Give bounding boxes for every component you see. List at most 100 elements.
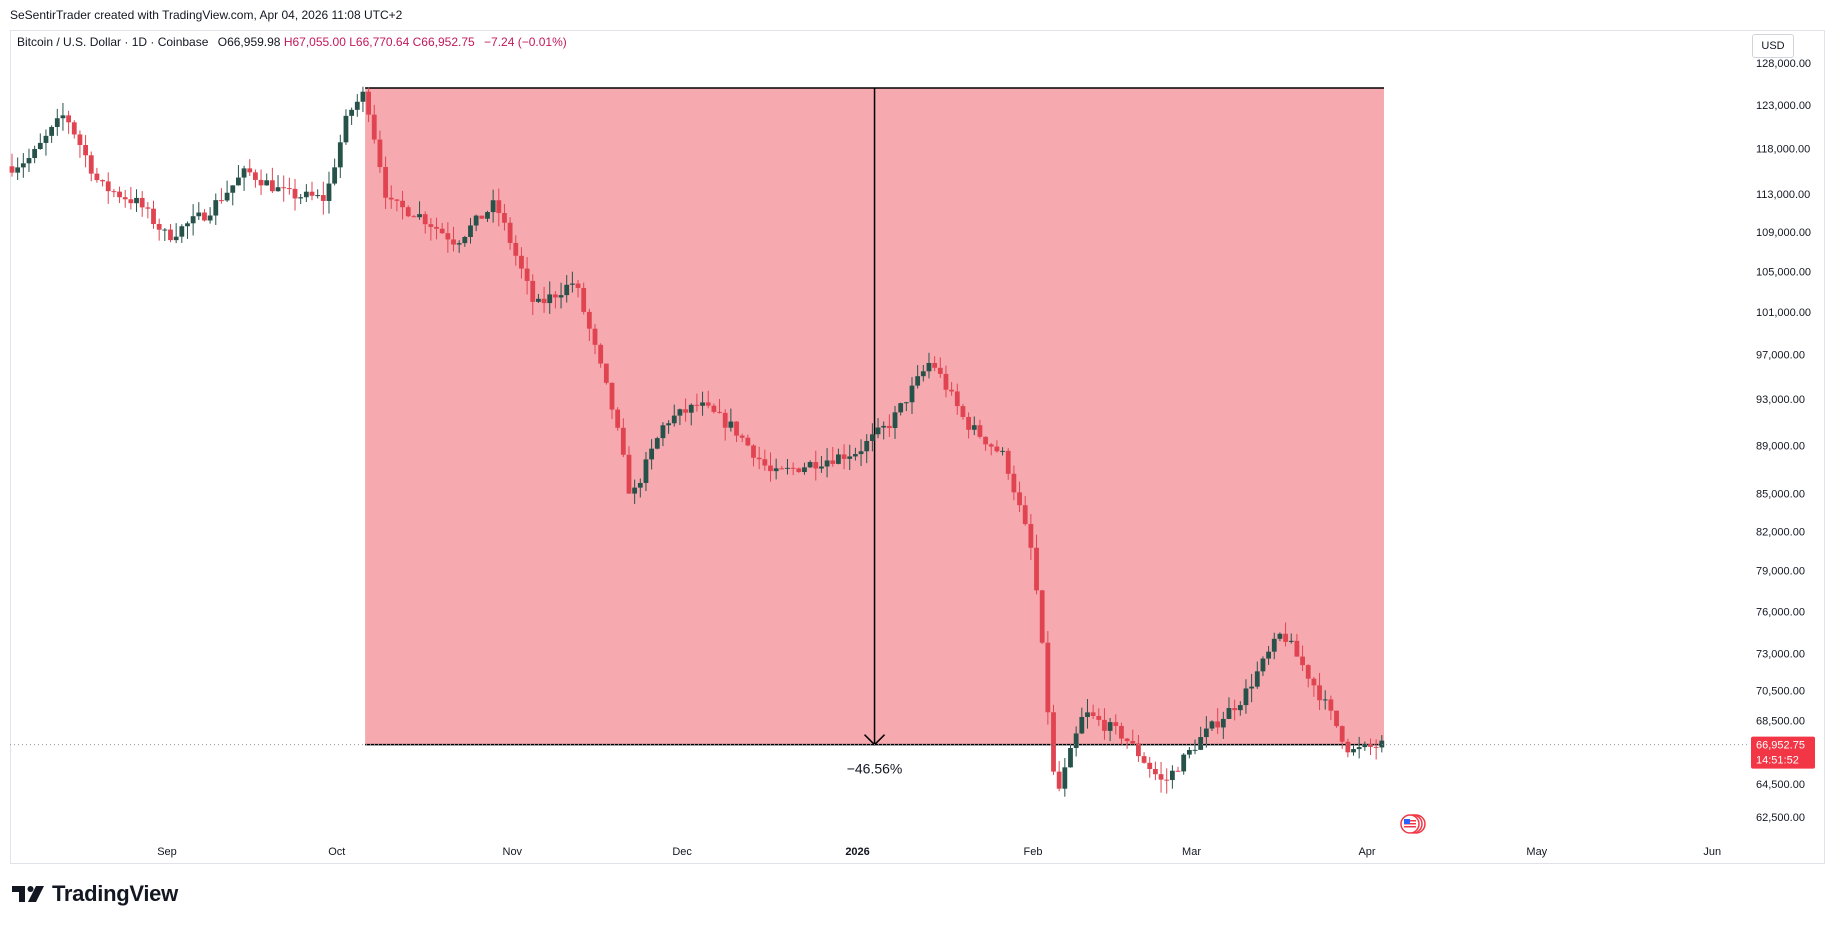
candle-body: [332, 167, 338, 184]
candle: [654, 436, 660, 450]
symbol-name[interactable]: Bitcoin / U.S. Dollar · 1D · Coinbase: [17, 35, 209, 49]
candle: [128, 186, 134, 210]
candle: [1034, 534, 1039, 595]
candle-body: [1152, 768, 1158, 775]
candle-body: [1288, 640, 1294, 642]
candle-body: [360, 91, 366, 102]
candle: [1198, 726, 1204, 751]
candle: [920, 365, 926, 382]
candle: [71, 120, 77, 139]
candle: [954, 383, 960, 415]
candle: [824, 448, 830, 478]
candle-body: [881, 425, 887, 428]
candle: [830, 446, 836, 467]
candle-body: [88, 155, 94, 174]
candle-body: [1130, 741, 1136, 744]
candle-body: [1085, 712, 1090, 717]
candle-body: [151, 208, 156, 225]
candle: [852, 447, 858, 461]
candle-body: [196, 212, 202, 217]
candle: [637, 478, 643, 498]
candle: [1356, 736, 1362, 759]
candle: [507, 217, 513, 250]
candle-body: [315, 195, 321, 197]
candle-body: [462, 236, 468, 244]
candle: [683, 398, 688, 422]
candle-body: [496, 200, 502, 214]
candle: [937, 357, 943, 378]
candle: [230, 185, 236, 206]
candle: [60, 102, 66, 131]
candle-body: [156, 224, 162, 230]
time-tick-label: Feb: [1024, 846, 1043, 858]
candle: [292, 178, 298, 211]
ohlc-change: −7.24 (−0.01%): [484, 35, 567, 49]
candle: [926, 352, 932, 379]
candle-body: [892, 412, 898, 429]
candle: [660, 422, 666, 447]
candle-body: [66, 115, 72, 123]
candle: [592, 324, 598, 355]
candle: [145, 201, 151, 219]
candle: [1254, 661, 1260, 689]
candle-body: [558, 295, 564, 298]
candle: [1028, 514, 1034, 561]
candle: [632, 479, 638, 504]
candle-body: [309, 191, 315, 196]
candle-body: [983, 436, 988, 445]
candle: [281, 175, 287, 202]
candle: [303, 184, 309, 203]
candle-body: [581, 287, 587, 312]
candle: [1203, 716, 1209, 748]
candle: [326, 171, 332, 214]
candle: [1277, 632, 1283, 642]
price-tick-label: 62,500.00: [1756, 812, 1805, 824]
candle-body: [230, 185, 236, 193]
candle: [236, 165, 241, 186]
candle: [196, 202, 202, 220]
currency-button[interactable]: USD: [1752, 34, 1794, 58]
candle: [1141, 752, 1147, 764]
candle-body: [252, 172, 258, 180]
candle-body: [1062, 767, 1068, 789]
candle-body: [275, 187, 281, 192]
candle: [269, 167, 275, 194]
candle: [1379, 735, 1385, 753]
candle: [168, 224, 173, 243]
candle: [173, 223, 179, 244]
candle: [1147, 756, 1153, 778]
candle: [207, 207, 213, 224]
candle: [1045, 631, 1051, 725]
candle-body: [343, 115, 349, 143]
candle-body: [473, 215, 479, 226]
candle-body: [111, 191, 117, 193]
candle: [485, 210, 490, 222]
time-tick-label: Sep: [157, 846, 177, 858]
candle: [575, 279, 581, 298]
candle-body: [1283, 633, 1288, 642]
price-tick-label: 89,000.00: [1756, 440, 1805, 452]
candle-body: [762, 459, 768, 466]
candle-body: [1113, 722, 1119, 726]
candle: [202, 209, 207, 222]
candle: [1158, 761, 1164, 793]
candle: [768, 452, 773, 482]
candle: [983, 436, 988, 451]
candle: [77, 130, 83, 158]
us-event-flag-icon: [1400, 814, 1426, 834]
candle-body: [1334, 710, 1339, 727]
candle-body: [1181, 754, 1187, 772]
candle: [1022, 495, 1028, 526]
candle-body: [552, 294, 558, 298]
candle-body: [637, 482, 643, 488]
candle: [773, 458, 779, 480]
candle: [83, 135, 88, 168]
candle-body: [1362, 744, 1368, 748]
price-tick-label: 73,000.00: [1756, 649, 1805, 661]
candle-body: [1028, 524, 1034, 548]
candle: [1288, 633, 1294, 644]
brand-name: TradingView: [52, 881, 178, 906]
candle-body: [569, 283, 575, 285]
candle-body: [202, 212, 207, 221]
